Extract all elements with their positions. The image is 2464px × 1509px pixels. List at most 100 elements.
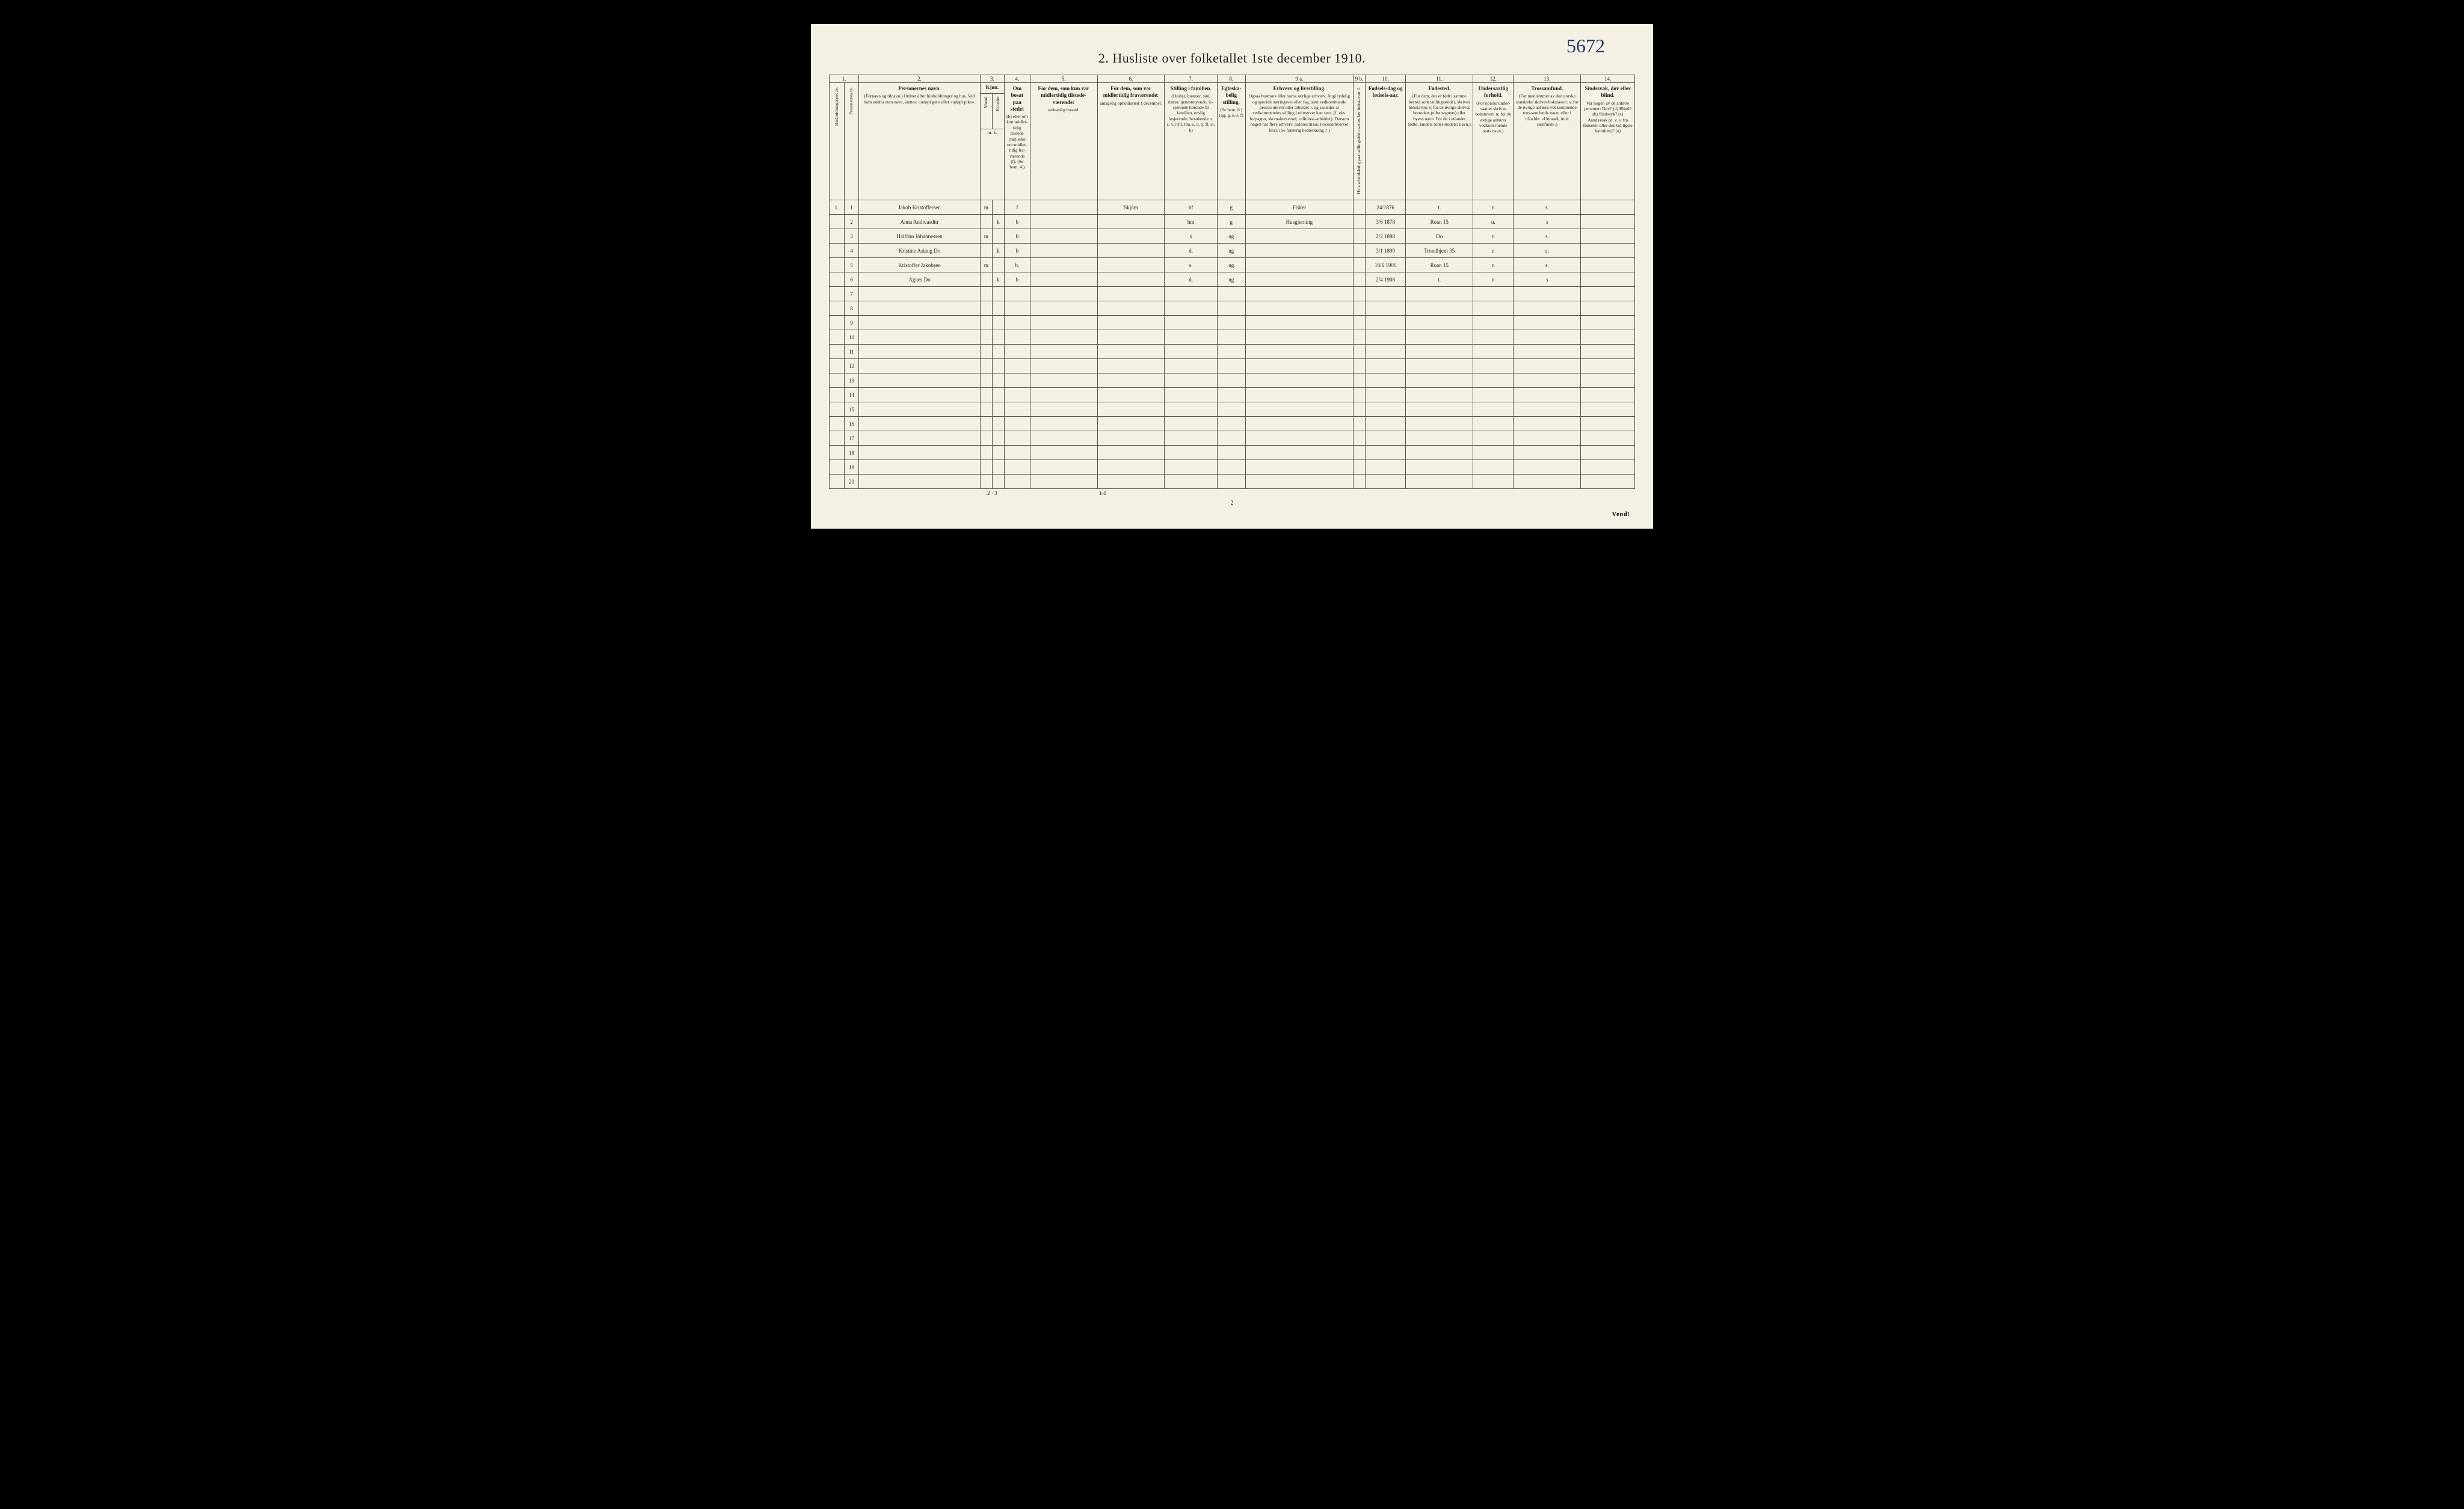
- table-row-empty: 13: [830, 373, 1635, 388]
- cell-name: Kristoffer Jakobsen: [859, 258, 981, 272]
- cell-empty: [1217, 388, 1245, 402]
- cell-empty: [1406, 402, 1473, 417]
- tally-c6: 1-0: [1097, 489, 1165, 498]
- cell-birthplace: t.: [1406, 200, 1473, 215]
- cell-empty: [1005, 431, 1030, 446]
- cell-empty: [980, 345, 992, 359]
- cell-empty: [1245, 402, 1353, 417]
- cell-household-nr: [830, 229, 845, 244]
- colnum-8: 8.: [1217, 75, 1245, 83]
- cell-empty: [1005, 388, 1030, 402]
- cell-empty: [1030, 402, 1097, 417]
- cell-empty: [1473, 388, 1514, 402]
- cell-person-nr: 12: [844, 359, 859, 373]
- cell-empty: [1473, 446, 1514, 460]
- cell-empty: [1097, 373, 1165, 388]
- table-row: 3Halfdan Johannessenmbsug2/2 1898Dons.: [830, 229, 1635, 244]
- cell-empty: [1245, 417, 1353, 431]
- cell-person-nr: 6: [844, 272, 859, 287]
- colnum-10: 10.: [1366, 75, 1406, 83]
- cell-empty: [1245, 460, 1353, 475]
- cell-unemployed: [1353, 215, 1365, 229]
- cell-empty: [992, 446, 1004, 460]
- cell-empty: [1406, 460, 1473, 475]
- cell-empty: [1097, 359, 1165, 373]
- cell-empty: [1353, 373, 1365, 388]
- colnum-4: 4.: [1005, 75, 1030, 83]
- cell-empty: [1005, 316, 1030, 330]
- cell-empty: [1005, 446, 1030, 460]
- cell-dob: 3/6 1878: [1366, 215, 1406, 229]
- cell-person-nr: 5: [844, 258, 859, 272]
- colnum-7: 7.: [1165, 75, 1217, 83]
- cell-dob: 2/4 1908: [1366, 272, 1406, 287]
- cell-family-pos: s: [1165, 229, 1217, 244]
- vend-label: Vend!: [829, 511, 1635, 518]
- colnum-2: 2.: [859, 75, 981, 83]
- cell-empty: [1514, 345, 1581, 359]
- table-row-empty: 11: [830, 345, 1635, 359]
- cell-empty: [1406, 475, 1473, 489]
- page-title: 2. Husliste over folketallet 1ste decemb…: [829, 51, 1635, 66]
- cell-household-nr: [830, 244, 845, 258]
- cell-empty: [1097, 446, 1165, 460]
- cell-empty: [1217, 287, 1245, 301]
- hdr-disability: Sindssvak, døv eller blind. Var nogen av…: [1581, 83, 1635, 200]
- cell-empty: [1005, 287, 1030, 301]
- cell-household-nr: [830, 301, 845, 316]
- cell-unemployed: [1353, 244, 1365, 258]
- cell-empty: [1217, 359, 1245, 373]
- cell-empty: [992, 388, 1004, 402]
- cell-occupation: [1245, 272, 1353, 287]
- hdr-unemployed: Hvis arbeidsledig paa tællingstiden sætt…: [1353, 83, 1365, 200]
- cell-dob: 2/2 1898: [1366, 229, 1406, 244]
- cell-person-nr: 2: [844, 215, 859, 229]
- cell-person-nr: 3: [844, 229, 859, 244]
- cell-temp-present: [1030, 215, 1097, 229]
- cell-empty: [1514, 388, 1581, 402]
- cell-residence: b: [1005, 272, 1030, 287]
- cell-empty: [1005, 402, 1030, 417]
- cell-household-nr: [830, 272, 845, 287]
- cell-sex-m: [980, 215, 992, 229]
- colnum-13: 13.: [1514, 75, 1581, 83]
- table-row-empty: 7: [830, 287, 1635, 301]
- cell-marital: ug: [1217, 229, 1245, 244]
- cell-empty: [1406, 373, 1473, 388]
- cell-empty: [980, 373, 992, 388]
- cell-sex-k: k: [992, 244, 1004, 258]
- cell-empty: [1353, 431, 1365, 446]
- cell-empty: [1473, 373, 1514, 388]
- cell-birthplace: t.: [1406, 272, 1473, 287]
- cell-empty: [1406, 417, 1473, 431]
- cell-temp-present: [1030, 229, 1097, 244]
- cell-empty: [1473, 301, 1514, 316]
- cell-empty: [1473, 287, 1514, 301]
- cell-empty: [1473, 316, 1514, 330]
- cell-empty: [1217, 446, 1245, 460]
- cell-religion: s.: [1514, 200, 1581, 215]
- cell-empty: [1217, 301, 1245, 316]
- cell-birthplace: Do: [1406, 229, 1473, 244]
- cell-marital: g: [1217, 200, 1245, 215]
- colnum-1: 1.: [830, 75, 859, 83]
- cell-empty: [1005, 301, 1030, 316]
- cell-empty: [1097, 330, 1165, 345]
- cell-empty: [1581, 446, 1635, 460]
- cell-disability: [1581, 258, 1635, 272]
- cell-household-nr: [830, 373, 845, 388]
- cell-household-nr: [830, 417, 845, 431]
- cell-empty: [1581, 417, 1635, 431]
- cell-name: Halfdan Johannessen: [859, 229, 981, 244]
- cell-birthplace: Roan 15: [1406, 215, 1473, 229]
- cell-empty: [1030, 460, 1097, 475]
- cell-empty: [992, 345, 1004, 359]
- cell-religion: s.: [1514, 244, 1581, 258]
- cell-empty: [1245, 446, 1353, 460]
- cell-empty: [992, 417, 1004, 431]
- cell-unemployed: [1353, 258, 1365, 272]
- cell-empty: [1165, 330, 1217, 345]
- hdr-occupation: Erhverv og livsstilling. Ogsaa husmors e…: [1245, 83, 1353, 200]
- cell-empty: [1217, 417, 1245, 431]
- footer-tally-row: 2 · 3 1-0: [830, 489, 1635, 498]
